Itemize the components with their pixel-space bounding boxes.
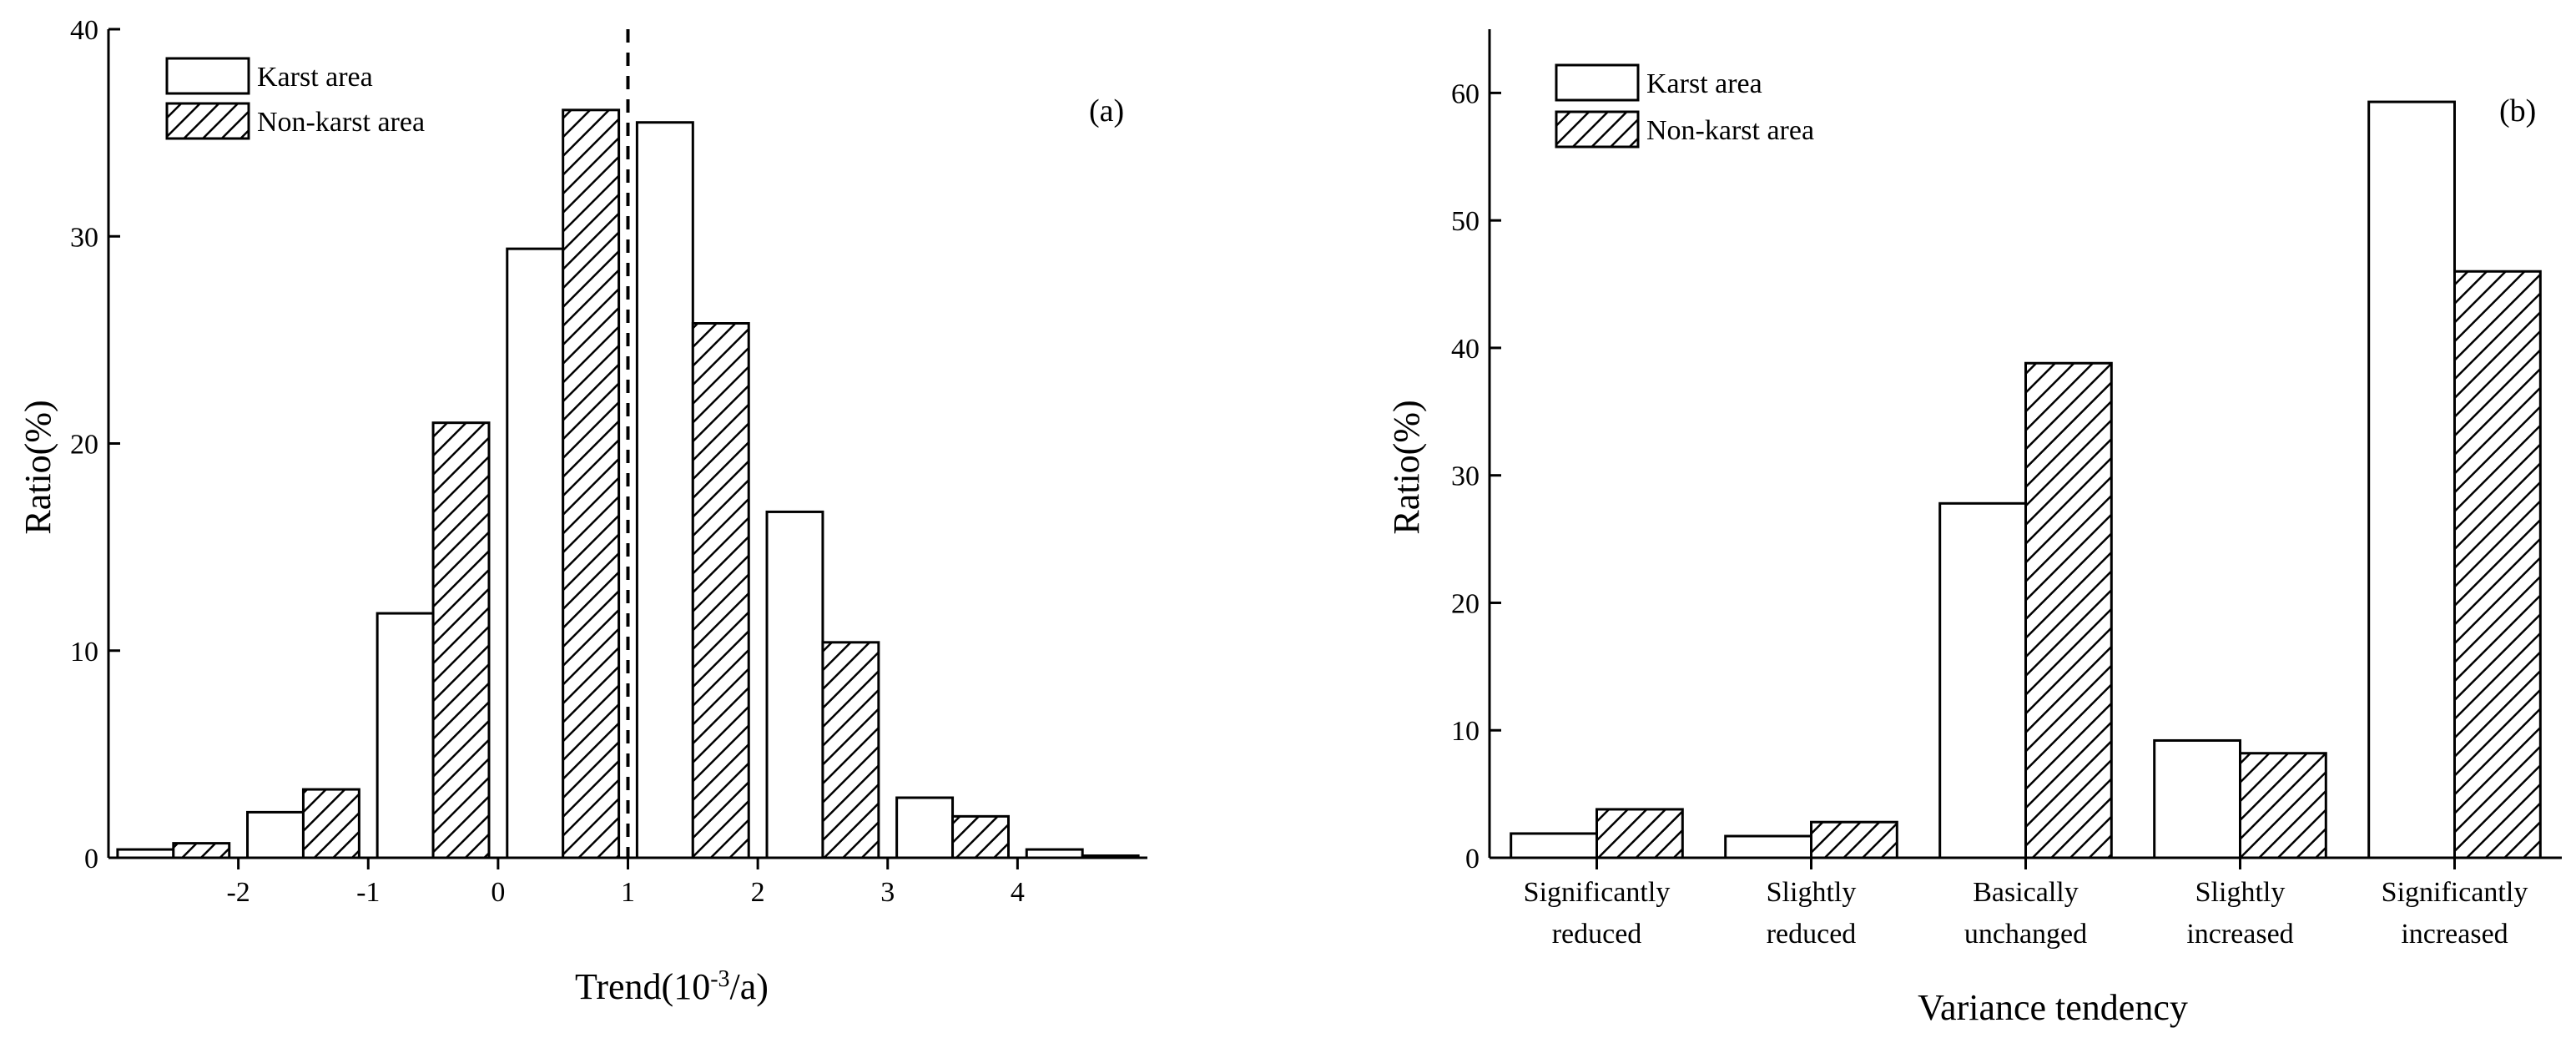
panel-a-legend-swatch-karst: [165, 57, 250, 95]
panel-a-y-tick-label: 30: [70, 222, 98, 253]
karst-bar: [376, 612, 435, 859]
karst-bar: [1724, 834, 1812, 859]
non-karst-bar: [2024, 361, 2113, 859]
panel-b-y-tick-label: 60: [1451, 78, 1480, 109]
panel-b-bars: [1510, 100, 2542, 859]
panel-a-y-tick-label: 0: [84, 844, 98, 874]
karst-bar: [765, 510, 824, 859]
panel-b-x-axis-title: Variance tendency: [1918, 987, 2188, 1028]
non-karst-bar: [691, 322, 750, 859]
panel-b-category-label: Slightly increased: [2186, 877, 2293, 950]
panel-b-y-tick-label: 40: [1451, 334, 1480, 365]
panel-a-chart: 0 10 20 30 40 -2 -1 0 1 2 3 4 (a) Karst area Non-ka…: [18, 15, 1147, 1007]
non-karst-bar: [1810, 820, 1898, 859]
panel-a-label: (a): [1089, 93, 1124, 128]
panel-a-legend-swatch-nonkarst: [165, 102, 250, 140]
panel-a-legend-label-nonkarst: Non-karst area: [257, 107, 425, 138]
karst-bar: [2367, 100, 2456, 859]
panel-b-category-label: Slightly reduced: [1767, 877, 1857, 950]
panel-a-y-axis-title: Ratio(%): [18, 400, 58, 534]
panel-a-legend-label-karst: Karst area: [257, 62, 373, 93]
karst-bar: [1938, 501, 2027, 859]
panel-a-y-tick-label: 10: [70, 637, 98, 668]
karst-bar: [246, 810, 305, 859]
panel-b-category-label: Significantly reduced: [1524, 877, 1671, 950]
panel-b-y-tick-label: 20: [1451, 588, 1480, 619]
panel-a-axes: 0 10 20 30 40 -2 -1 0 1 2 3 4: [70, 15, 1147, 908]
panel-b-chart: Significantly reduced Slightly reduced Basic…: [1386, 29, 2562, 1028]
karst-bar: [635, 121, 694, 859]
panel-b-category-label: Significantly increased: [2382, 877, 2528, 950]
panel-a-y-tick-label: 40: [70, 15, 98, 46]
panel-b-legend-label-karst: Karst area: [1646, 68, 1762, 99]
panel-a-x-tick-label: -2: [226, 877, 250, 908]
non-karst-bar: [431, 421, 491, 859]
panel-b-y-tick-label: 30: [1451, 461, 1480, 492]
panel-a-y-tick-label: 20: [70, 430, 98, 461]
panel-b-y-tick-label: 50: [1451, 206, 1480, 237]
panel-a-x-tick-label: 3: [880, 877, 895, 908]
panel-a-bars: [116, 108, 1140, 859]
panel-b-legend-swatch-karst: [1555, 63, 1640, 102]
non-karst-bar: [562, 108, 621, 859]
non-karst-bar: [1596, 808, 1684, 859]
panel-a-x-tick-label: -1: [356, 877, 380, 908]
karst-bar: [506, 247, 565, 859]
panel-b-y-axis-title: Ratio(%): [1386, 400, 1427, 534]
panel-a-x-tick-label: 2: [751, 877, 765, 908]
panel-a-legend: Karst area Non-karst area: [165, 57, 425, 140]
non-karst-bar: [821, 641, 880, 859]
panel-b-y-tick-label: 10: [1451, 716, 1480, 747]
karst-bar: [895, 796, 955, 859]
panel-b-legend-swatch-nonkarst: [1555, 110, 1640, 149]
panel-b-category-label: Basically unchanged: [1964, 877, 2087, 950]
non-karst-bar: [951, 814, 1010, 859]
panel-b-axes: Significantly reduced Slightly reduced Basic…: [1451, 29, 2562, 950]
panel-a-x-tick-label: 1: [621, 877, 635, 908]
panel-a-x-axis-title: Trend(10-3/a): [575, 966, 769, 1008]
karst-bar: [1510, 832, 1598, 859]
panel-a-x-tick-label: 0: [491, 877, 505, 908]
panel-a-x-tick-label: 4: [1011, 877, 1025, 908]
panel-b-legend: Karst area Non-karst area: [1555, 63, 1814, 149]
non-karst-bar: [172, 842, 231, 859]
panel-b-legend-label-nonkarst: Non-karst area: [1646, 115, 1814, 146]
karst-bar: [2153, 738, 2241, 859]
non-karst-bar: [2453, 270, 2542, 859]
panel-b-y-tick-label: 0: [1465, 844, 1480, 874]
non-karst-bar: [301, 788, 360, 859]
non-karst-bar: [2239, 752, 2327, 859]
panel-b-label: (b): [2499, 93, 2536, 128]
